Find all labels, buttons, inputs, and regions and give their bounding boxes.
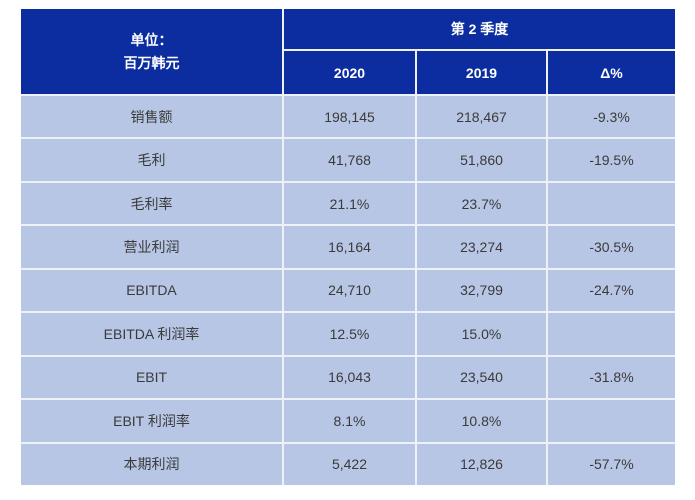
value-2020: 24,710 bbox=[284, 269, 415, 312]
value-2020: 8.1% bbox=[284, 400, 415, 442]
financial-table: 单位： 百万韩元 第 2 季度 2020 2019 Δ% 销售额 198,145… bbox=[21, 9, 675, 485]
value-delta: -31.8% bbox=[548, 356, 675, 399]
value-delta: -24.7% bbox=[548, 269, 675, 312]
value-delta: -30.5% bbox=[548, 226, 675, 268]
value-delta: -9.3% bbox=[548, 96, 675, 138]
value-2020: 21.1% bbox=[284, 182, 415, 225]
row-label: EBIT 利润率 bbox=[21, 400, 282, 442]
value-2019: 15.0% bbox=[417, 313, 546, 355]
row-label: EBITDA bbox=[21, 269, 282, 312]
value-2020: 5,422 bbox=[284, 443, 415, 485]
row-label: 本期利润 bbox=[21, 443, 282, 485]
quarter-group-header: 第 2 季度 bbox=[284, 9, 675, 49]
value-delta bbox=[548, 182, 675, 225]
value-2019: 23,540 bbox=[417, 356, 546, 399]
value-delta: -19.5% bbox=[548, 139, 675, 181]
column-header-delta: Δ% bbox=[548, 51, 675, 94]
value-2020: 41,768 bbox=[284, 139, 415, 181]
value-delta bbox=[548, 400, 675, 442]
row-label: 营业利润 bbox=[21, 226, 282, 268]
value-delta bbox=[548, 313, 675, 355]
value-2020: 16,164 bbox=[284, 226, 415, 268]
row-label: EBITDA 利润率 bbox=[21, 313, 282, 355]
value-2019: 218,467 bbox=[417, 96, 546, 138]
value-2019: 32,799 bbox=[417, 269, 546, 312]
unit-label-line2: 百万韩元 bbox=[123, 54, 180, 71]
row-label: 毛利 bbox=[21, 139, 282, 181]
unit-label-line1: 单位： bbox=[130, 32, 173, 49]
column-header-2019: 2019 bbox=[417, 51, 546, 94]
row-label: EBIT bbox=[21, 356, 282, 399]
value-delta: -57.7% bbox=[548, 443, 675, 485]
row-label: 销售额 bbox=[21, 96, 282, 138]
unit-header-cell: 单位： 百万韩元 bbox=[21, 9, 282, 94]
value-2020: 16,043 bbox=[284, 356, 415, 399]
value-2019: 23.7% bbox=[417, 182, 546, 225]
value-2019: 12,826 bbox=[417, 443, 546, 485]
value-2019: 23,274 bbox=[417, 226, 546, 268]
value-2019: 10.8% bbox=[417, 400, 546, 442]
value-2019: 51,860 bbox=[417, 139, 546, 181]
value-2020: 198,145 bbox=[284, 96, 415, 138]
value-2020: 12.5% bbox=[284, 313, 415, 355]
column-header-2020: 2020 bbox=[284, 51, 415, 94]
row-label: 毛利率 bbox=[21, 182, 282, 225]
